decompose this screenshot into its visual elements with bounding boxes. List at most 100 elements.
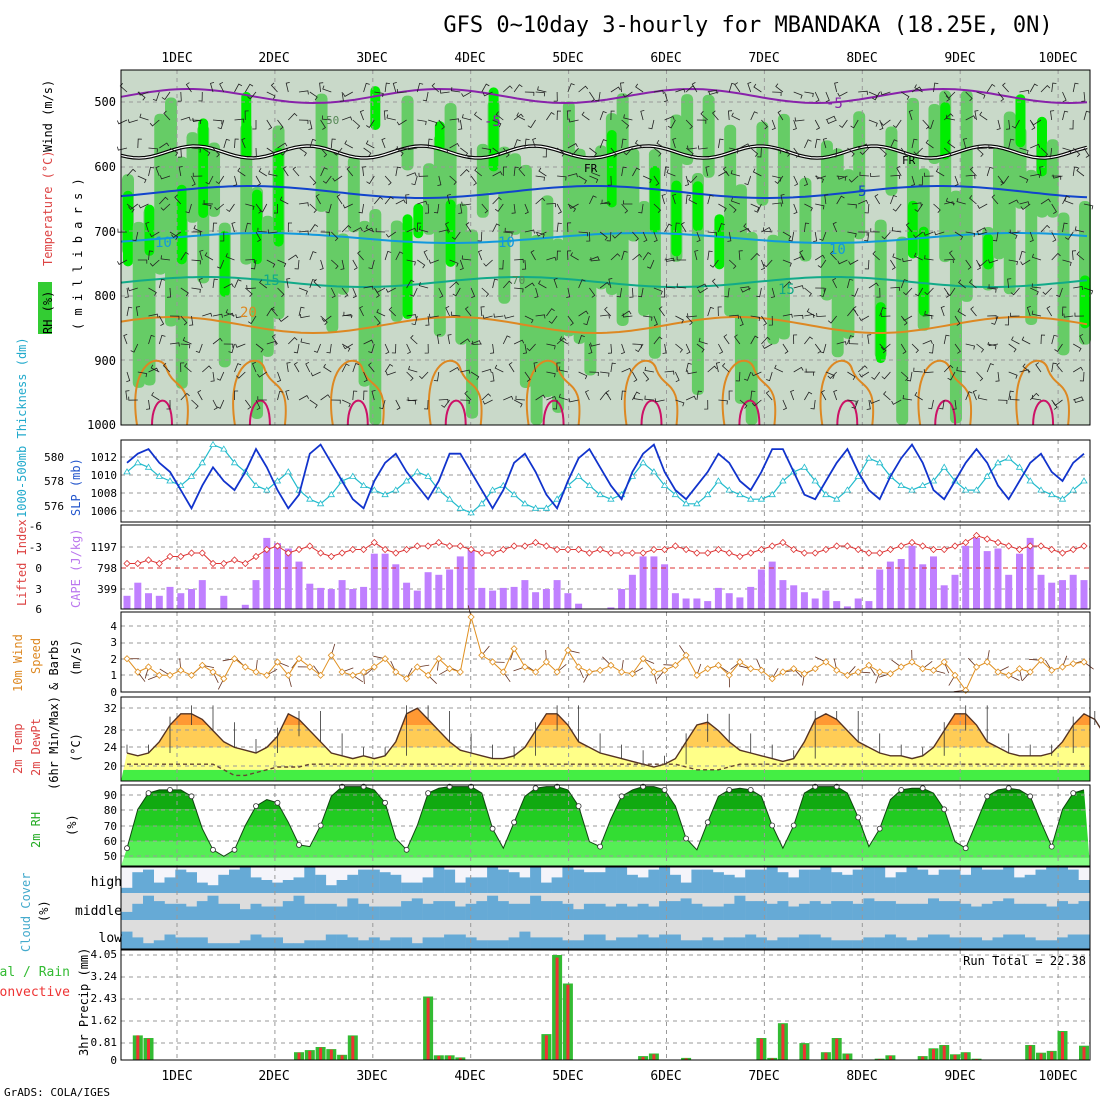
wind-barb: [864, 259, 870, 270]
cape-bar: [521, 580, 529, 609]
cloud-cell: [336, 906, 348, 920]
wind-barb: [219, 81, 225, 93]
wind-barb: [128, 396, 138, 401]
rh-saturated-cell: [198, 118, 209, 218]
li-marker: [198, 549, 206, 557]
thickness-marker: [811, 477, 819, 484]
wind-barb: [616, 287, 622, 298]
cloud-cell: [616, 867, 628, 893]
wind-barb: [278, 315, 289, 322]
wind-barb: [644, 395, 654, 401]
isotherm-30-loop: [1032, 399, 1055, 426]
cloud-cell: [1067, 869, 1079, 893]
wind-barb: [288, 337, 298, 345]
wind-barb: [503, 85, 513, 93]
upper-air-panel: 500 600 700 800 900 1000 -5 -5 FR FR 5 1…: [38, 69, 1094, 432]
wind-speed-marker: [929, 666, 938, 674]
wind-speed-marker: [263, 671, 271, 679]
wind-barb: [589, 147, 598, 157]
wind-barb: [1022, 363, 1031, 373]
cape-bar: [1026, 537, 1034, 609]
cape-bar: [704, 601, 712, 609]
wind-barb: [954, 343, 961, 354]
wind-speed-marker: [155, 671, 163, 679]
wind-barb: [924, 255, 934, 261]
cape-bar: [897, 559, 905, 609]
wind-barb: [879, 306, 887, 317]
thickness-marker: [961, 486, 970, 493]
wind-barb: [309, 399, 318, 409]
cloud-cell: [573, 909, 585, 920]
wind-barb: [503, 231, 513, 237]
wind-barb: [868, 119, 878, 127]
li-marker: [252, 552, 260, 561]
cloud-cell: [132, 903, 144, 920]
wind-barb: [298, 202, 309, 207]
li-marker: [1069, 545, 1077, 554]
wind-barb: [667, 119, 676, 129]
wind-barb: [467, 148, 472, 158]
wind-barb: [903, 287, 913, 296]
wind-barb: [567, 173, 578, 178]
wind-barb: [1062, 222, 1068, 233]
wind-barb: [590, 257, 601, 262]
cloud-cell: [293, 895, 305, 920]
wind-barb: [320, 119, 326, 130]
wind-barb: [581, 111, 590, 121]
cloud-cell: [626, 906, 638, 920]
cape-bar: [467, 548, 475, 609]
thickness-marker: [531, 504, 540, 511]
y-tick: 1000: [87, 418, 116, 432]
rh-saturated-cell: [1036, 116, 1047, 177]
wind-barb: [247, 91, 257, 100]
wind-barb: [359, 109, 364, 121]
li-marker: [1080, 542, 1088, 550]
wind-speed-marker: [994, 668, 1002, 676]
wind-barb: [406, 343, 412, 355]
cape-bar: [188, 589, 195, 609]
wind-barb: [557, 175, 567, 181]
wind-barb: [666, 169, 676, 177]
cloud-cell: [261, 880, 273, 893]
wind-barb: [492, 196, 502, 205]
wind-barb: [995, 371, 1000, 382]
cape-bar: [349, 589, 357, 609]
wind-speed-marker: [230, 655, 239, 663]
wind-barb: [918, 175, 924, 186]
wind-barb: [954, 175, 959, 187]
wind-barb: [782, 147, 791, 157]
rh-moist-cell: [820, 140, 833, 301]
wind-barb: [900, 279, 908, 289]
wind-barb: [433, 371, 440, 382]
precip-convective-bar: [458, 1057, 462, 1060]
cloud-cell: [143, 943, 154, 949]
cloud-cell: [487, 867, 499, 893]
wind-barb: [848, 259, 859, 265]
wind-barb: [782, 399, 788, 411]
wind-barb: [969, 166, 977, 177]
wind-barb: [481, 393, 492, 401]
cloud-cell: [153, 882, 165, 893]
cloud-cell: [938, 901, 950, 920]
wind-barb: [635, 83, 644, 93]
y-tick: 900: [94, 354, 116, 368]
wind-barb: [449, 118, 460, 123]
wind-barb: [279, 196, 289, 205]
wind-barb: [965, 174, 976, 179]
wind-barb: [729, 314, 739, 319]
wind-barb: [492, 278, 499, 289]
wind-barb: [202, 147, 211, 157]
wind-barb: [1072, 82, 1079, 93]
temperature-plot: [121, 697, 1100, 781]
cape-bar: [564, 593, 572, 609]
cloud-cell: [928, 898, 939, 920]
wind-barb: [880, 343, 891, 351]
wind-barb: [827, 371, 837, 379]
wind-barb: [1008, 259, 1018, 266]
cloud-cell: [272, 882, 283, 893]
rh-marker: [790, 822, 797, 829]
wind-barb: [300, 338, 310, 345]
wind-barb: [513, 339, 525, 345]
wind-barb: [180, 251, 189, 261]
dewpoint-line: [127, 763, 1084, 777]
